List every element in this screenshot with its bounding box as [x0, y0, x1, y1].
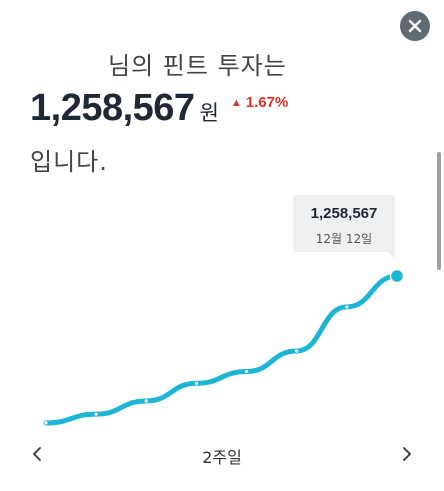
data-point: [295, 349, 299, 353]
summary-intro: 님의 핀트 투자는: [108, 52, 287, 80]
total-amount: 1,258,567: [30, 87, 195, 129]
change-rate: ▲ 1.67%: [231, 94, 288, 111]
chart-tooltip: 1,258,567 12월 12일: [293, 195, 395, 252]
data-point: [44, 421, 48, 425]
tooltip-value: 1,258,567: [310, 205, 378, 222]
triangle-up-icon: ▲: [230, 97, 242, 109]
summary-suffix: 입니다.: [30, 148, 108, 176]
tooltip-date: 12월 12일: [315, 232, 373, 246]
close-button[interactable]: [400, 11, 430, 41]
previous-period-button[interactable]: [25, 442, 49, 466]
chevron-right-icon: [403, 447, 411, 461]
tooltip-pointer: [386, 250, 395, 259]
highlight-point[interactable]: [389, 268, 405, 284]
data-point: [94, 412, 98, 416]
series-line: [43, 273, 400, 426]
chevron-left-icon: [33, 447, 41, 461]
scrollbar[interactable]: [437, 152, 441, 270]
data-point: [244, 369, 249, 374]
data-point: [194, 381, 199, 385]
close-icon: [408, 19, 422, 33]
period-label[interactable]: 2주일: [202, 448, 242, 467]
change-rate-value: 1.67%: [245, 94, 289, 111]
data-point: [345, 305, 349, 309]
summary-amount-row: 1,258,567 원 ▲ 1.67%: [30, 87, 288, 130]
data-point: [144, 399, 148, 403]
currency-unit: 원: [199, 101, 219, 125]
next-period-button[interactable]: [395, 442, 419, 466]
